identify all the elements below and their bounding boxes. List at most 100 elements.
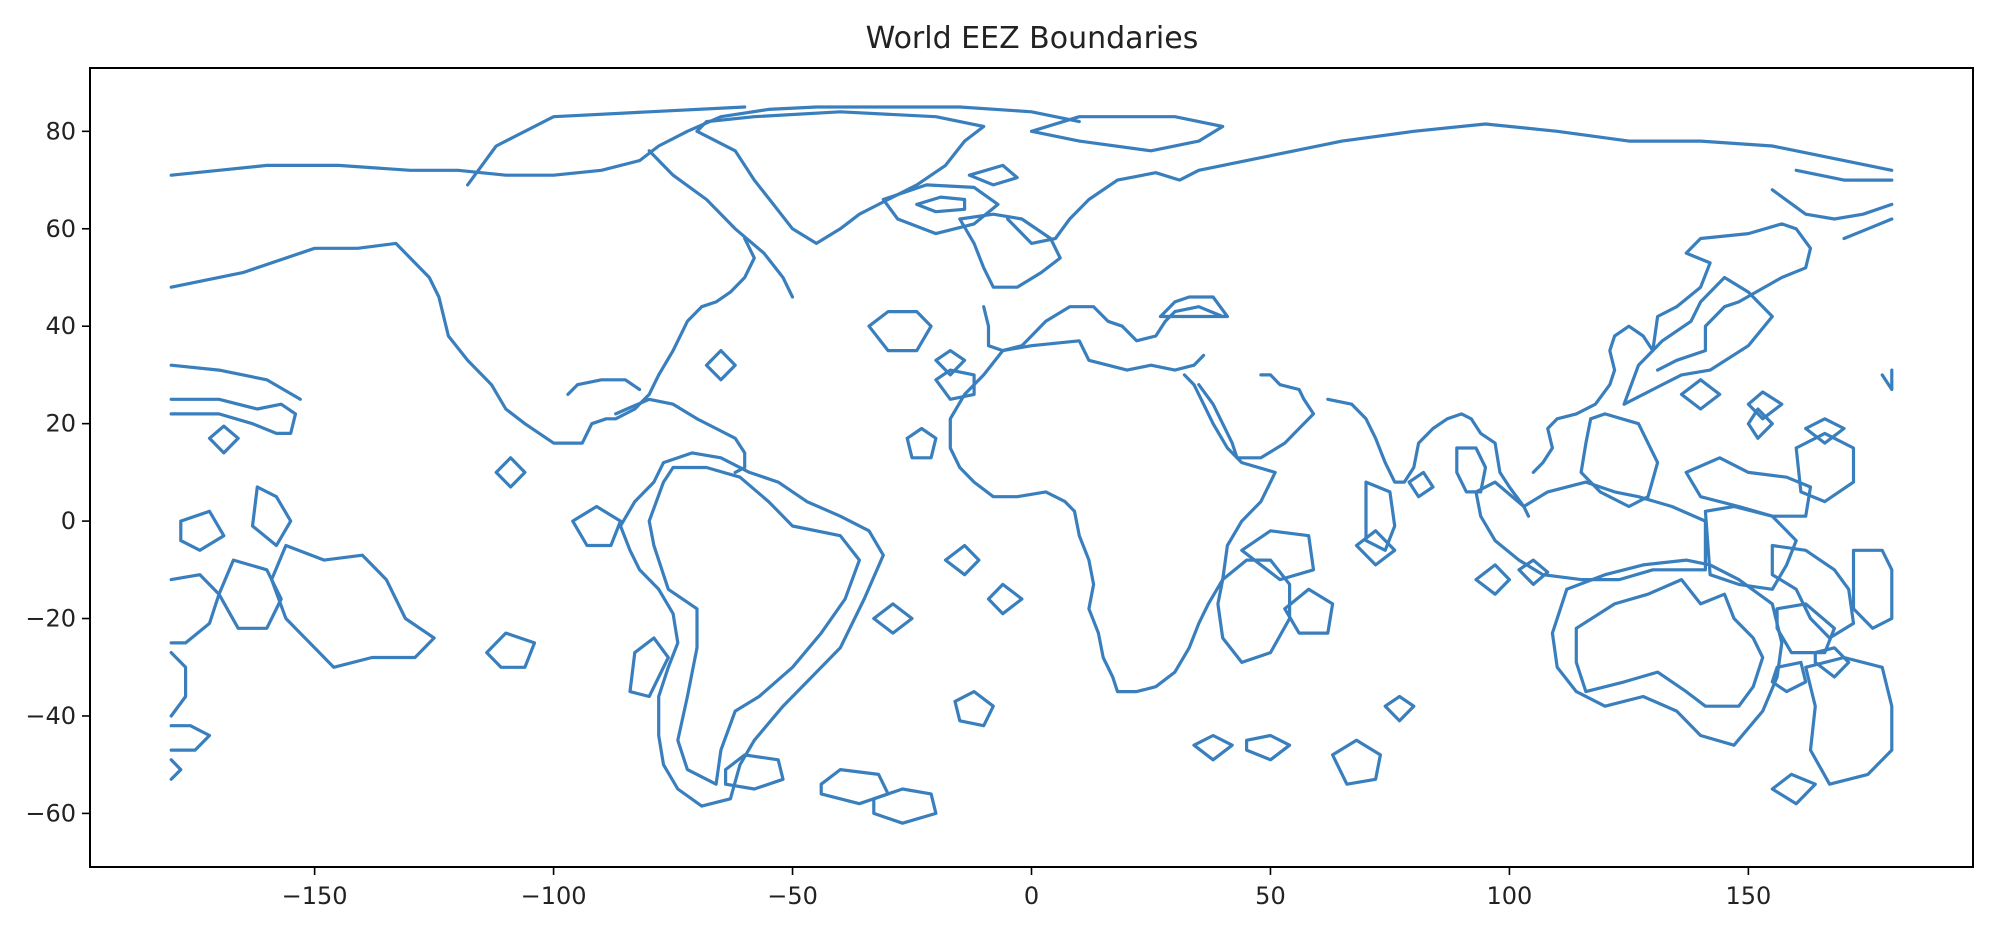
eez-outline-kermadec: [169, 724, 212, 752]
eez-outline-asia-east-coast: [1531, 222, 1813, 474]
eez-outline-bermuda: [704, 349, 737, 382]
eez-outline-ogasawara: [1679, 378, 1722, 411]
x-tick-label: 100: [1487, 882, 1533, 910]
eez-outline-macquarie: [1770, 772, 1817, 806]
eez-outline-canada-arctic: [169, 105, 1081, 177]
eez-outline-samoa-tonga: [169, 573, 221, 645]
eez-outline-iceland-land: [915, 195, 967, 214]
eez-outlines: [169, 105, 1894, 825]
eez-outline-pacific-west-edge: [169, 650, 188, 718]
eez-outline-south-america-land: [647, 465, 862, 786]
eez-outline-bering-west: [1842, 217, 1894, 241]
eez-outline-gulf-of-mexico: [566, 378, 642, 396]
eez-outline-russia-pacific: [1770, 188, 1894, 221]
eez-outline-japan-eez: [1622, 275, 1774, 406]
eez-outline-jan-mayen: [967, 163, 1019, 187]
eez-outline-mascarene: [1283, 587, 1335, 635]
y-tick-label: 80: [45, 117, 76, 145]
eez-outline-mediterranean-south: [1001, 339, 1206, 372]
eez-outline-kiribati-line: [250, 485, 293, 548]
x-tick-label: −100: [521, 882, 587, 910]
eez-outline-cape-verde: [905, 426, 938, 460]
y-tick-label: 20: [45, 410, 76, 438]
y-tick-label: 40: [45, 312, 76, 340]
eez-outline-clipperton: [494, 456, 527, 489]
eez-outline-new-caledonia: [1775, 602, 1837, 655]
eez-outline-fiji-tuvalu: [1851, 548, 1894, 630]
eez-outline-india-coast: [1326, 397, 1531, 518]
eez-outline-south-america-eez: [618, 451, 885, 808]
x-tick-label: 150: [1725, 882, 1771, 910]
eez-outline-christmas-island: [1517, 558, 1550, 587]
eez-outline-ryukyu: [1746, 407, 1774, 440]
eez-outline-solomon-vanuatu: [1770, 543, 1856, 640]
eez-outline-baffin-shelf: [647, 149, 795, 299]
eez-outline-kamchatka-edge: [1880, 368, 1894, 392]
y-tick-label: 60: [45, 215, 76, 243]
eez-outline-africa-coast: [948, 349, 1277, 694]
eez-outline-juan-fernandez: [628, 636, 670, 699]
y-tick-label: −60: [25, 799, 76, 827]
eez-outline-alaska-aleutians: [169, 363, 302, 401]
eez-outline-sandwich-islands: [872, 787, 938, 825]
eez-outline-norfolk: [1813, 646, 1851, 679]
eez-outline-st-helena: [986, 582, 1024, 616]
eez-outline-azores: [867, 310, 933, 353]
eez-outline-micronesia: [1684, 456, 1813, 518]
eez-outline-indonesia-eez: [1474, 480, 1708, 582]
eez-outline-australia-land: [1574, 577, 1765, 708]
eez-outline-sri-lanka: [1407, 470, 1435, 499]
eez-outline-norway-coast: [1005, 122, 1894, 245]
eez-outline-maldives-chagos: [1364, 480, 1397, 552]
eez-outline-new-zealand-eez: [1804, 655, 1894, 786]
x-tick-label: 0: [1024, 882, 1039, 910]
eez-outline-hawaii-eez: [169, 397, 298, 435]
eez-outline-easter-island: [485, 631, 537, 669]
eez-outline-australia-eez: [1550, 558, 1784, 747]
eez-outline-north-america-coast: [169, 236, 756, 445]
eez-outline-crozet: [1244, 733, 1292, 762]
eez-outline-marshall: [1794, 431, 1856, 504]
eez-outline-svalbard-eez: [1029, 115, 1225, 153]
eez-outline-johnston: [207, 424, 240, 455]
eez-outline-philippines-eez: [1579, 412, 1660, 509]
eez-outline-tristan: [953, 689, 995, 728]
eez-outline-chagos: [1354, 529, 1397, 567]
eez-outline-andaman: [1455, 446, 1488, 494]
eez-outline-arctic-chukchi: [1794, 168, 1894, 182]
eez-outline-ascension: [943, 543, 981, 577]
x-axis-ticks: −150 −100 −50 0 50 100 150: [282, 867, 1771, 910]
eez-outline-caribbean-arc: [614, 397, 747, 474]
eez-outline-marcus: [1746, 390, 1784, 421]
eez-outline-faroes-uk: [958, 212, 1062, 289]
y-tick-label: 0: [61, 507, 76, 535]
y-tick-label: −20: [25, 605, 76, 633]
eez-outline-madagascar-eez: [1216, 558, 1292, 665]
eez-outline-kiribati-phoenix: [179, 509, 226, 552]
x-tick-label: −150: [282, 882, 348, 910]
y-tick-label: −40: [25, 702, 76, 730]
eez-outline-lord-howe: [1770, 660, 1808, 694]
y-axis-ticks: 80 60 40 20 0 −20 −40 −60: [25, 117, 90, 827]
eez-outline-kerguelen: [1330, 738, 1383, 786]
eez-outline-christmas-cocos: [1474, 563, 1512, 596]
eez-outline-prince-edward: [1192, 733, 1234, 762]
x-tick-label: 50: [1255, 882, 1286, 910]
eez-outline-red-sea-east: [1197, 373, 1316, 460]
eez-outline-galapagos: [571, 504, 623, 548]
x-tick-label: −50: [767, 882, 818, 910]
plot-frame: [89, 67, 1974, 868]
eez-outline-amsterdam: [1383, 694, 1416, 723]
chart-title: World EEZ Boundaries: [866, 21, 1199, 56]
eez-outline-madeira: [934, 349, 967, 377]
eez-outline-pacific-southwest-edge: [169, 758, 183, 781]
eez-outline-canada-north-edge: [466, 105, 747, 187]
eez-outline-french-polynesia: [270, 543, 436, 669]
eez-outline-falklands: [723, 753, 785, 791]
eez-outline-mariana-wake: [1804, 417, 1846, 445]
eez-outline-black-sea: [1158, 295, 1230, 319]
eez-outline-seychelles: [1240, 529, 1316, 582]
eez-outline-trindade: [872, 602, 914, 635]
